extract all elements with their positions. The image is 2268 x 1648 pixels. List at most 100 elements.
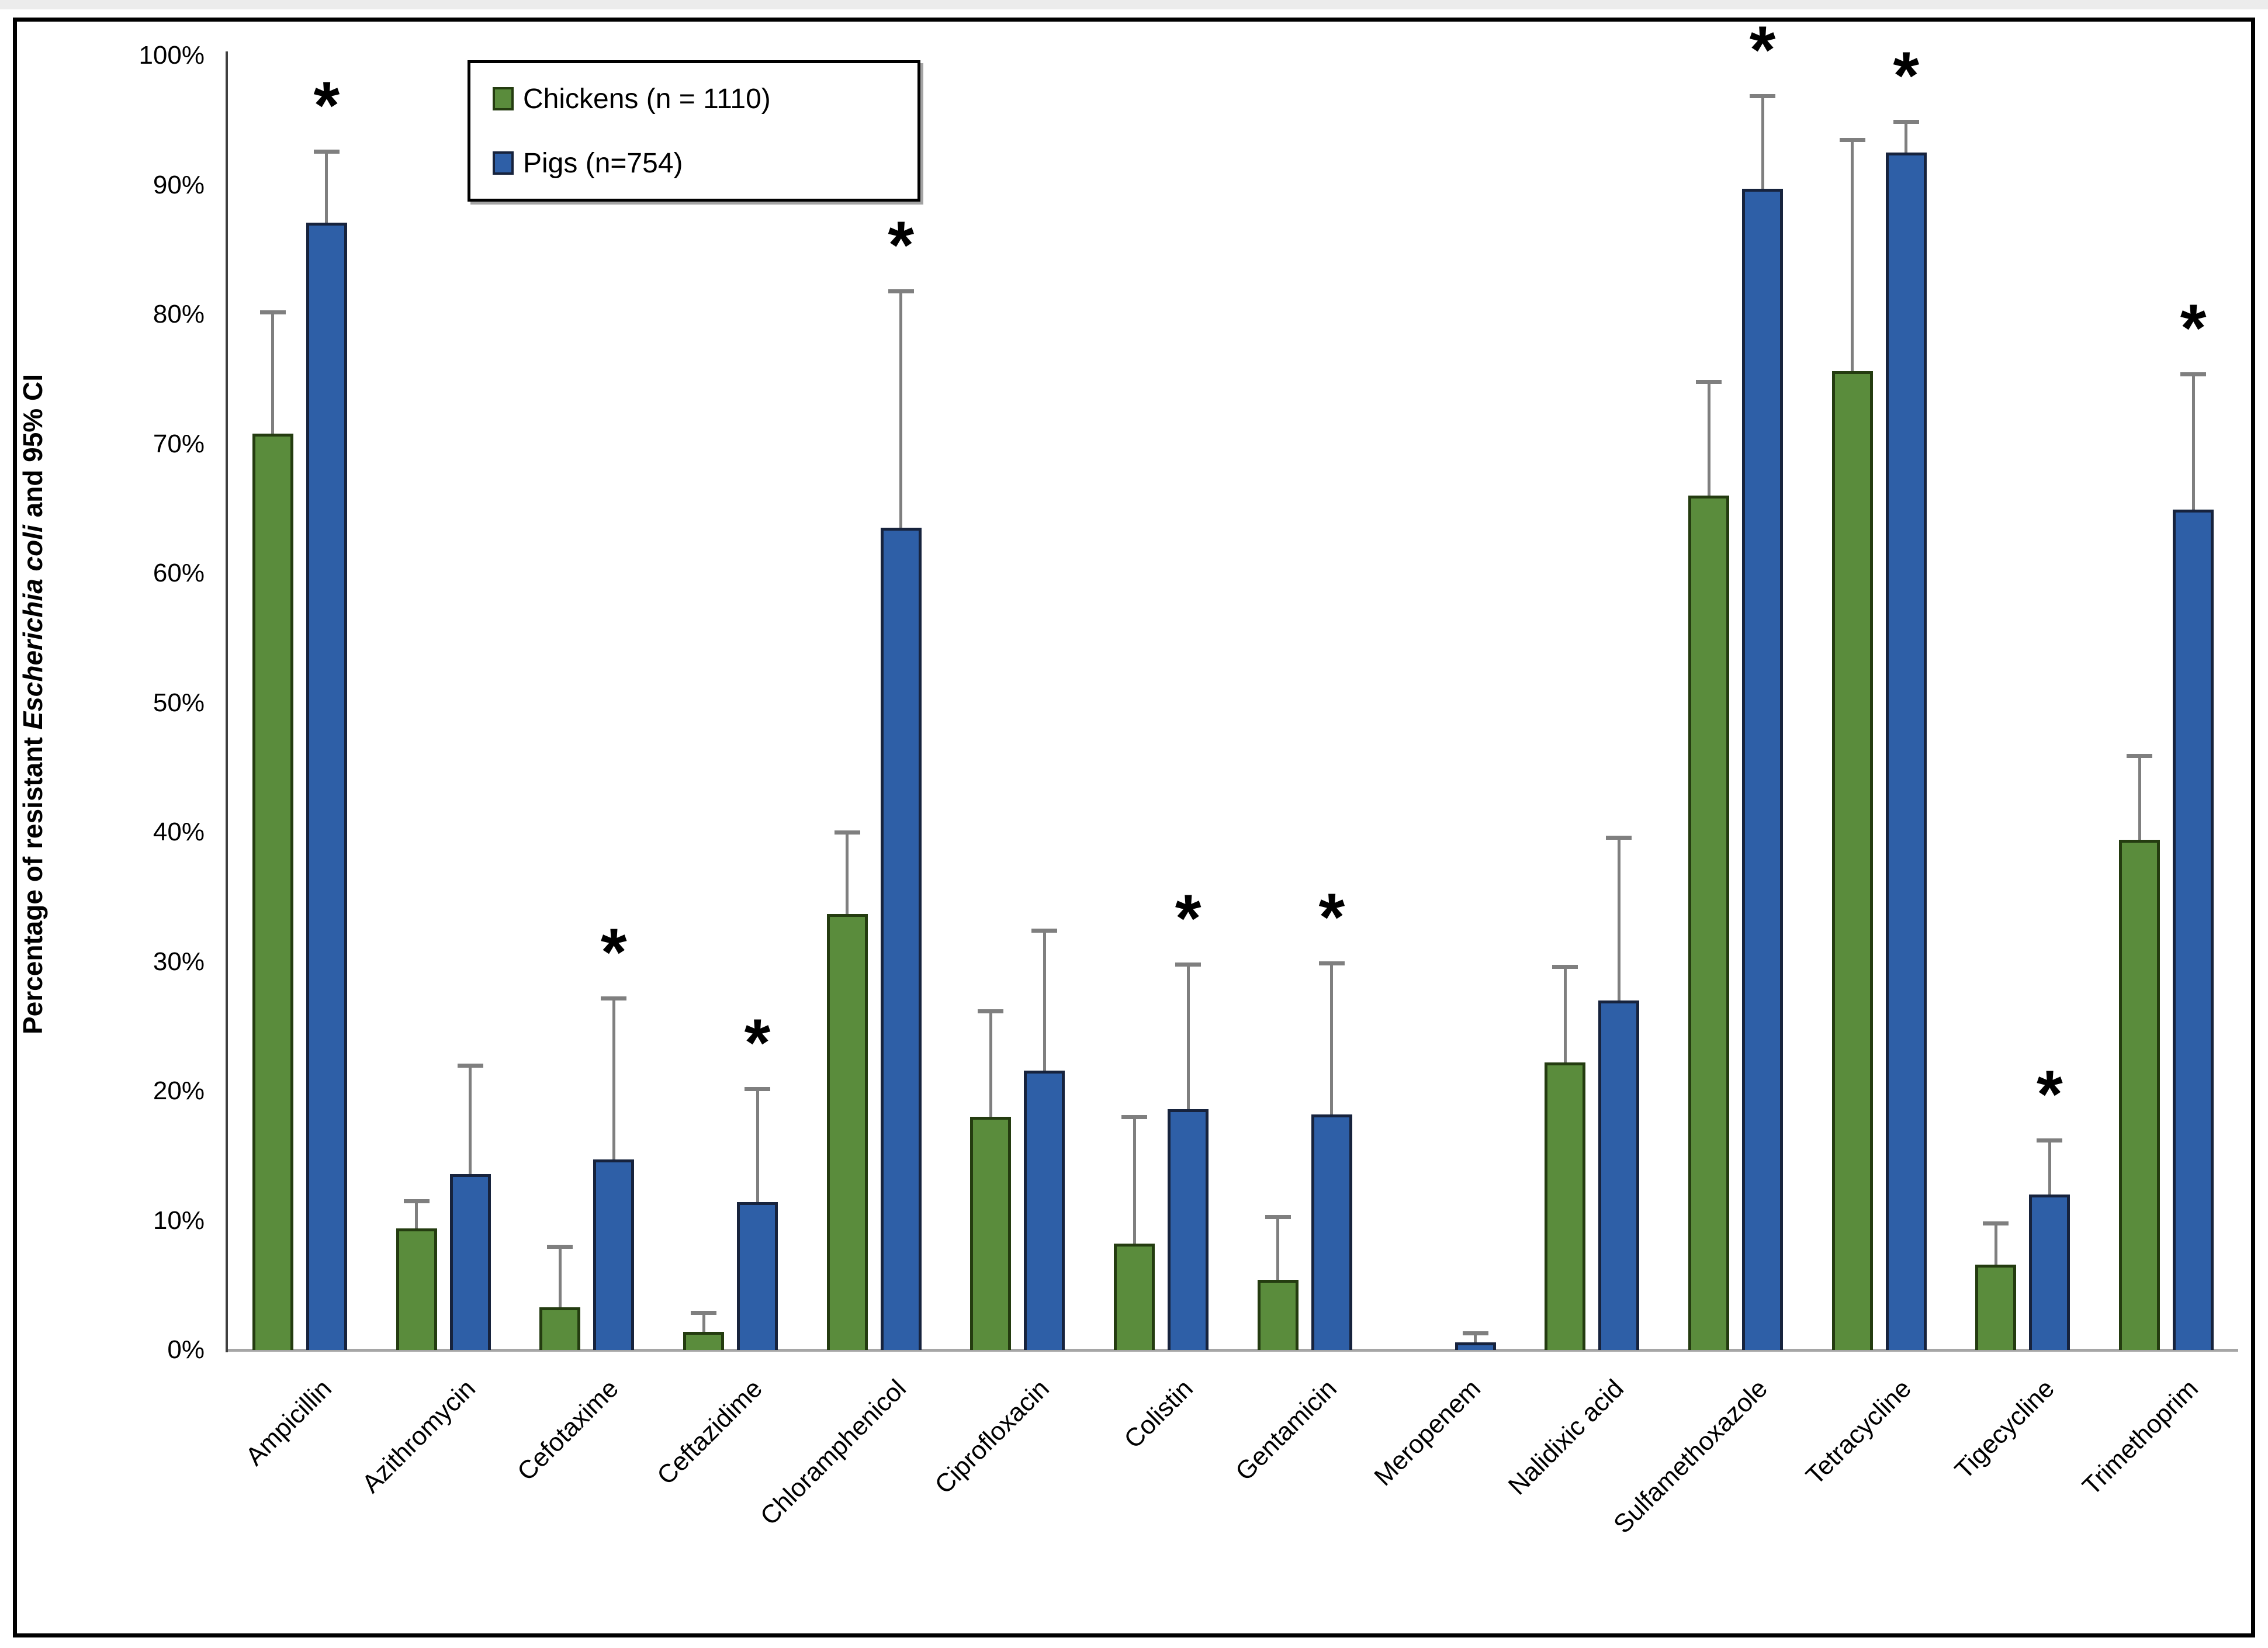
error-bar-cap (259, 310, 286, 314)
y-tick-label: 80% (153, 300, 205, 328)
y-tick-label: 10% (153, 1206, 205, 1235)
bar-pigs-nalidixic-acid (1598, 1000, 1640, 1350)
error-bar-cap (888, 289, 914, 294)
bar-chickens-chloramphenicol (826, 913, 868, 1350)
error-bar-line (1563, 967, 1567, 1063)
bar-chickens-cefotaxime (539, 1307, 581, 1350)
bar-pigs-sulfamethoxazole (1742, 189, 1783, 1350)
error-bar-line (325, 151, 328, 223)
error-bar-line (2138, 756, 2141, 840)
error-bar-cap (1750, 94, 1775, 98)
error-bar-cap (2037, 1138, 2063, 1143)
significance-asterisk: * (1893, 38, 1920, 113)
error-bar-line (1276, 1216, 1280, 1280)
pigs-swatch-icon (493, 151, 514, 175)
error-bar-line (469, 1065, 472, 1174)
significance-asterisk: * (744, 1005, 771, 1081)
significance-asterisk: * (888, 208, 915, 283)
error-bar-cap (1983, 1221, 2009, 1225)
bar-chickens-gentamicin (1257, 1280, 1299, 1350)
bar-pigs-ampicillin (306, 222, 347, 1350)
legend-item-pigs: Pigs (n=754) (493, 147, 683, 179)
bar-pigs-colistin (1168, 1109, 1209, 1350)
legend: Chickens (n = 1110) Pigs (n=754) (468, 60, 920, 202)
y-tick-label: 20% (153, 1076, 205, 1105)
y-tick-label: 90% (153, 170, 205, 199)
error-bar-line (899, 291, 903, 528)
significance-asterisk: * (2180, 290, 2207, 366)
chickens-swatch-icon (493, 87, 514, 110)
error-bar-cap (1462, 1331, 1488, 1336)
y-tick-label: 60% (153, 559, 205, 587)
error-bar-line (415, 1201, 418, 1228)
error-bar-cap (745, 1086, 770, 1091)
error-bar-line (1617, 837, 1621, 1000)
bar-pigs-ceftazidime (737, 1202, 778, 1350)
significance-asterisk: * (1175, 881, 1201, 956)
error-bar-cap (457, 1063, 483, 1068)
error-bar-cap (313, 149, 340, 154)
error-bar-cap (1121, 1115, 1148, 1120)
y-tick-label: 0% (167, 1335, 205, 1364)
error-bar-line (1474, 1333, 1477, 1342)
y-tick-label: 40% (153, 818, 205, 846)
figure-border (13, 18, 2255, 1637)
bar-pigs-azithromycin (449, 1173, 491, 1350)
error-bar-cap (2127, 754, 2153, 759)
error-bar-line (1043, 930, 1046, 1071)
bar-chickens-colistin (1114, 1244, 1155, 1350)
error-bar-line (846, 832, 849, 914)
bar-pigs-cefotaxime (593, 1159, 635, 1350)
error-bar-cap (1318, 961, 1345, 965)
error-bar-cap (978, 1009, 1004, 1013)
bar-pigs-trimethoprim (2173, 510, 2214, 1350)
bar-chickens-sulfamethoxazole (1688, 496, 1729, 1350)
significance-asterisk: * (313, 68, 340, 143)
error-bar-cap (403, 1199, 430, 1204)
error-bar-line (1761, 95, 1764, 189)
error-bar-cap (1175, 962, 1201, 967)
bar-pigs-meropenem (1455, 1342, 1496, 1350)
bar-pigs-ciprofloxacin (1024, 1070, 1065, 1350)
error-bar-cap (691, 1310, 716, 1315)
error-bar-line (1905, 121, 1908, 153)
error-bar-cap (1839, 137, 1865, 142)
bar-chickens-tigecycline (1975, 1264, 2017, 1350)
bar-chickens-ampicillin (252, 433, 293, 1350)
bar-pigs-gentamicin (1311, 1114, 1352, 1350)
screenshot-top-strip (0, 0, 2268, 9)
error-bar-line (1133, 1117, 1136, 1244)
bar-chickens-tetracycline (1831, 371, 1873, 1350)
significance-asterisk: * (600, 915, 627, 990)
error-bar-line (756, 1088, 759, 1203)
error-bar-cap (1893, 119, 1919, 124)
error-bar-line (612, 998, 615, 1160)
error-bar-cap (1031, 929, 1058, 933)
bar-pigs-chloramphenicol (880, 528, 922, 1350)
error-bar-line (271, 311, 275, 434)
bar-pigs-tetracycline (1885, 153, 1927, 1350)
error-bar-line (558, 1246, 562, 1307)
legend-item-chickens: Chickens (n = 1110) (493, 83, 771, 115)
error-bar-line (2048, 1140, 2051, 1195)
error-bar-cap (2180, 372, 2207, 376)
error-bar-cap (834, 830, 860, 835)
error-bar-line (702, 1312, 705, 1332)
legend-label-pigs: Pigs (n=754) (523, 147, 683, 179)
y-tick-label: 50% (153, 688, 205, 717)
y-axis-title-part1: Percentage of resistant (18, 729, 48, 1035)
error-bar-line (1330, 963, 1334, 1114)
error-bar-line (989, 1010, 992, 1117)
bar-chickens-azithromycin (396, 1228, 437, 1350)
bar-chickens-nalidixic-acid (1545, 1062, 1586, 1350)
error-bar-line (1186, 964, 1190, 1109)
bar-chickens-trimethoprim (2119, 840, 2160, 1350)
y-tick-label: 70% (153, 429, 205, 458)
legend-label-chickens: Chickens (n = 1110) (523, 83, 771, 115)
error-bar-line (2191, 373, 2195, 510)
error-bar-cap (1552, 965, 1578, 970)
error-bar-line (1707, 382, 1710, 496)
significance-asterisk: * (1749, 12, 1776, 88)
error-bar-cap (1696, 380, 1722, 385)
error-bar-cap (1606, 835, 1632, 840)
